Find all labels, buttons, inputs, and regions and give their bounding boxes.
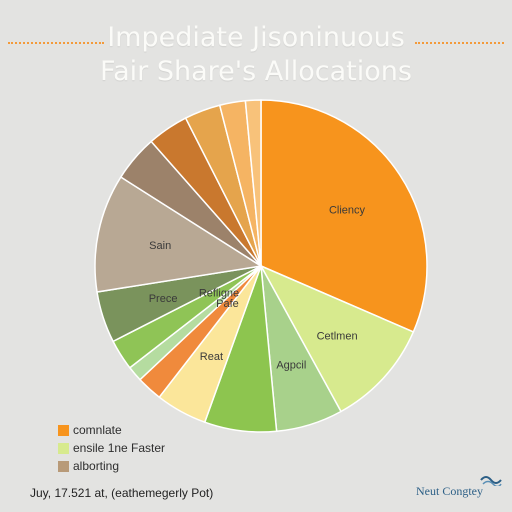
slice-label: Refligne: [199, 288, 239, 300]
pie-slice: [94, 176, 264, 293]
slice-label: Cetlmen: [317, 330, 358, 342]
brand-mark: Neut Congtey: [416, 474, 504, 500]
slice-label: Sain: [149, 240, 171, 252]
brand-logo-icon: [480, 476, 502, 486]
title-rule-left: [8, 42, 104, 44]
legend-swatch: [58, 460, 69, 472]
slice-label: Pafe: [216, 298, 239, 310]
brand-name: Neut Congtey: [416, 484, 483, 498]
slice-label: Cliency: [329, 205, 366, 217]
chart-title-line-1: Impediate Jisoninuous: [107, 22, 405, 53]
title-rule-right: [415, 42, 504, 44]
legend: comnlate ensile 1ne Faster alborting: [58, 421, 165, 475]
slice-label: Prece: [149, 293, 178, 305]
footer-date-text: Juy, 17.521 at, (eathemegerly Pot): [30, 486, 214, 500]
legend-swatch: [58, 442, 69, 454]
pie-slice: [244, 99, 262, 267]
pie-slice: [260, 99, 428, 333]
pie-slice: [259, 264, 415, 413]
legend-label: alborting: [73, 459, 120, 473]
legend-swatch: [58, 424, 69, 436]
legend-item: ensile 1ne Faster: [58, 439, 165, 457]
legend-item: alborting: [58, 457, 165, 475]
slice-label: Agpcil: [276, 359, 306, 371]
legend-label: ensile 1ne Faster: [73, 441, 166, 455]
chart-title-line-2: Fair Share's Allocations: [100, 56, 412, 87]
slice-label: Reat: [200, 351, 223, 363]
legend-item: comnlate: [58, 421, 165, 439]
legend-label: comnlate: [73, 423, 122, 437]
